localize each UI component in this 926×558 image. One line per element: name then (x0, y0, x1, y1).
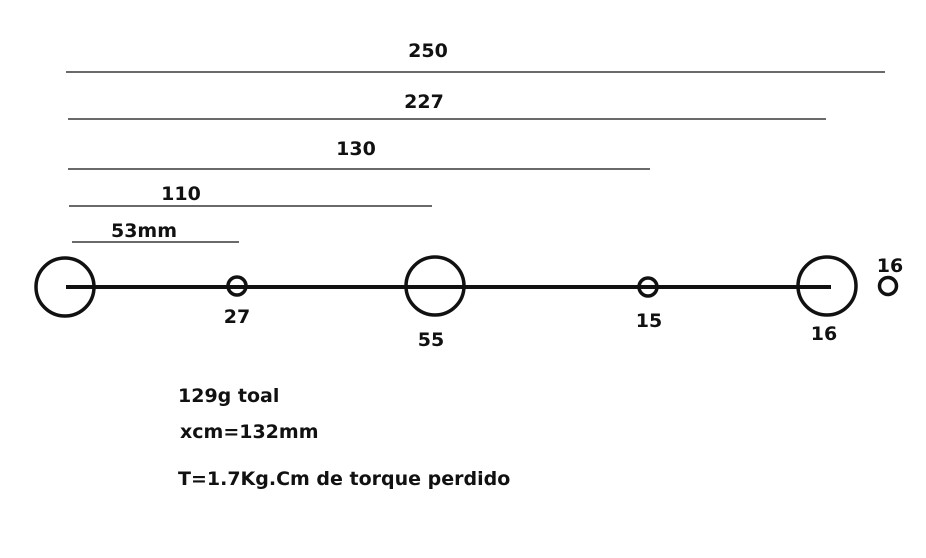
mass-label-16-right: 16 (877, 255, 903, 277)
mass-label-16-bottom: 16 (811, 323, 837, 345)
large-mass-right (796, 255, 858, 317)
large-mass-left (34, 256, 96, 318)
small-mass-16-right (877, 275, 899, 297)
note-torque: T=1.7Kg.Cm de torque perdido (178, 468, 510, 490)
mass-label-15: 15 (636, 310, 662, 332)
mass-label-27: 27 (224, 306, 250, 328)
dimension-label-53mm: 53mm (111, 220, 177, 242)
dimension-label-110: 110 (161, 183, 201, 205)
dimension-lines: 250 227 130 110 53mm (66, 40, 885, 243)
large-mass-55 (404, 255, 466, 317)
dimension-label-227: 227 (404, 91, 444, 113)
small-mass-15 (637, 276, 659, 298)
small-mass-27 (226, 275, 248, 297)
dimension-label-250: 250 (408, 40, 448, 62)
dimension-label-130: 130 (336, 138, 376, 160)
note-total-mass: 129g toal (178, 385, 279, 407)
note-center-of-mass: xcm=132mm (180, 421, 319, 443)
notes: 129g toal xcm=132mm T=1.7Kg.Cm de torque… (178, 385, 510, 490)
masses: 27 55 15 16 16 (34, 255, 903, 351)
mass-label-55: 55 (418, 329, 444, 351)
